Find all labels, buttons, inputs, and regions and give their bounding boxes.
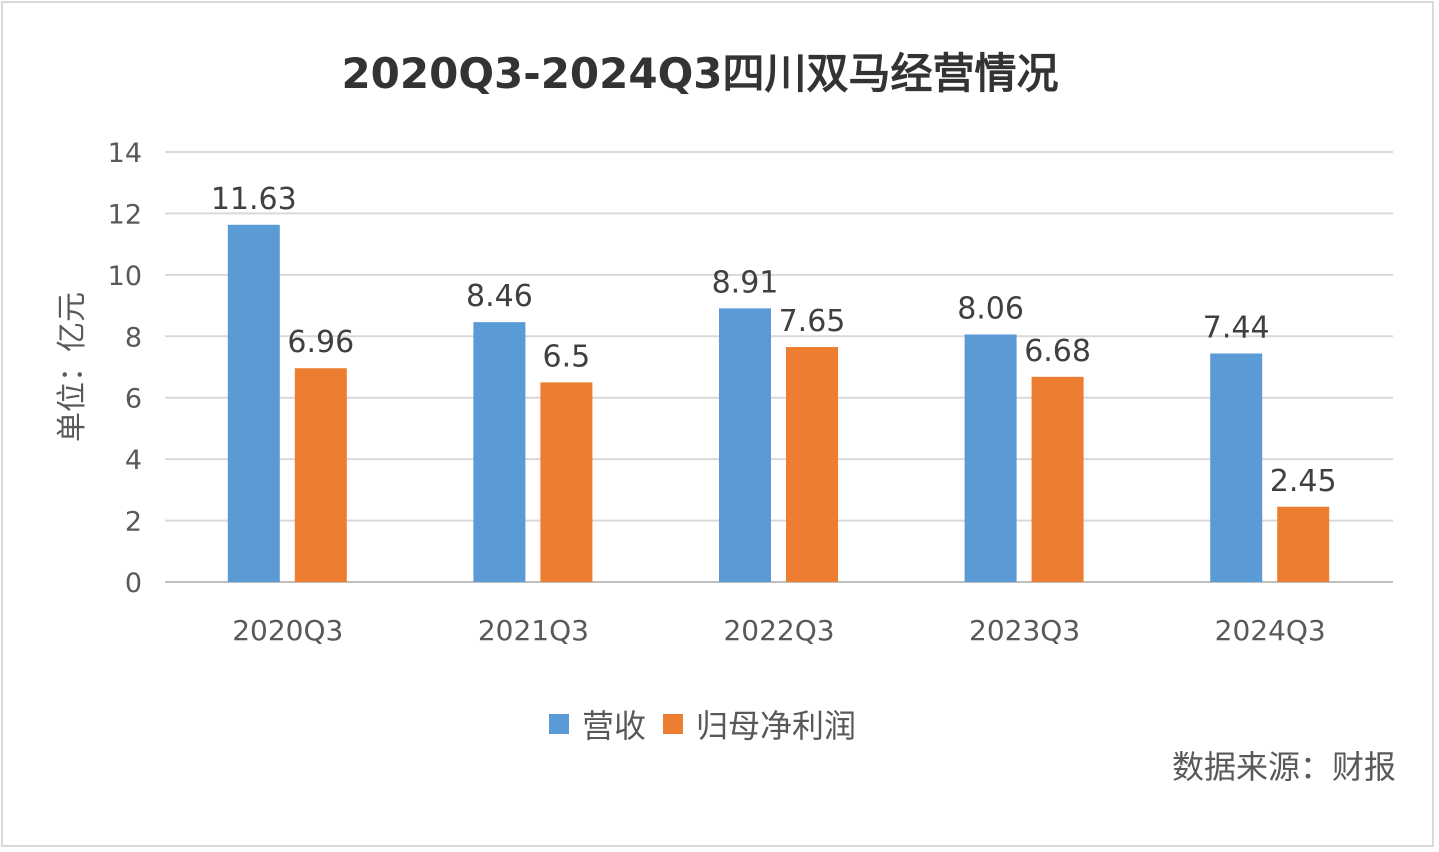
data-label: 8.06 xyxy=(957,291,1024,326)
data-label: 11.63 xyxy=(211,182,297,217)
legend-swatch xyxy=(549,714,569,734)
x-tick-label: 2024Q3 xyxy=(1215,614,1326,647)
y-tick-label: 10 xyxy=(108,261,142,292)
bar-revenue xyxy=(473,322,526,582)
legend-label: 归母净利润 xyxy=(696,707,856,745)
y-tick-label: 14 xyxy=(108,138,142,169)
data-label: 2.45 xyxy=(1270,464,1337,499)
bar-net-profit xyxy=(540,382,593,582)
x-tick-label: 2023Q3 xyxy=(969,614,1080,647)
bar-revenue xyxy=(1210,353,1263,582)
y-tick-label: 0 xyxy=(125,568,142,599)
legend-label: 营收 xyxy=(582,707,646,745)
y-tick-label: 8 xyxy=(125,322,142,353)
y-axis-label: 单位：亿元 xyxy=(55,292,90,442)
data-label: 8.91 xyxy=(712,265,779,300)
bar-net-profit xyxy=(1031,376,1084,582)
data-label: 8.46 xyxy=(466,279,533,314)
y-tick-label: 12 xyxy=(108,199,142,230)
data-label: 7.65 xyxy=(779,304,846,339)
bar-net-profit xyxy=(1277,506,1330,582)
bar-revenue xyxy=(719,308,771,582)
x-tick-label: 2021Q3 xyxy=(478,614,589,647)
bar-revenue xyxy=(227,224,280,583)
bar-net-profit xyxy=(294,368,347,582)
data-label: 7.44 xyxy=(1203,310,1270,345)
y-tick-label: 6 xyxy=(125,384,142,415)
y-tick-label: 4 xyxy=(125,445,142,476)
x-tick-label: 2022Q3 xyxy=(723,614,834,647)
chart-title: 2020Q3-2024Q3四川双马经营情况 xyxy=(341,49,1058,98)
data-label: 6.68 xyxy=(1024,334,1091,369)
bar-revenue xyxy=(964,334,1017,582)
source-note: 数据来源：财报 xyxy=(1172,748,1396,786)
x-tick-label: 2020Q3 xyxy=(232,614,343,647)
data-label: 6.96 xyxy=(287,325,354,360)
y-tick-label: 2 xyxy=(125,507,142,538)
legend-swatch xyxy=(663,714,683,734)
data-label: 6.5 xyxy=(543,339,591,374)
bar-net-profit xyxy=(786,347,838,582)
